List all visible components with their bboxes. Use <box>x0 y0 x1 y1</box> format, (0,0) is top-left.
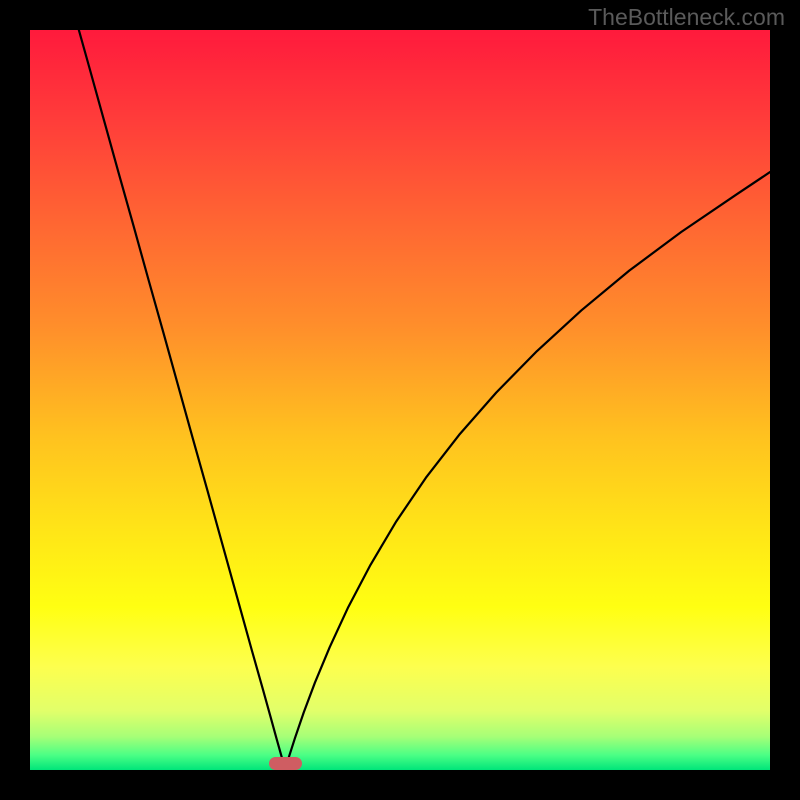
watermark-text: TheBottleneck.com <box>588 4 785 31</box>
optimal-marker <box>269 757 302 770</box>
bottleneck-curve <box>30 30 770 770</box>
plot-area <box>30 30 770 770</box>
